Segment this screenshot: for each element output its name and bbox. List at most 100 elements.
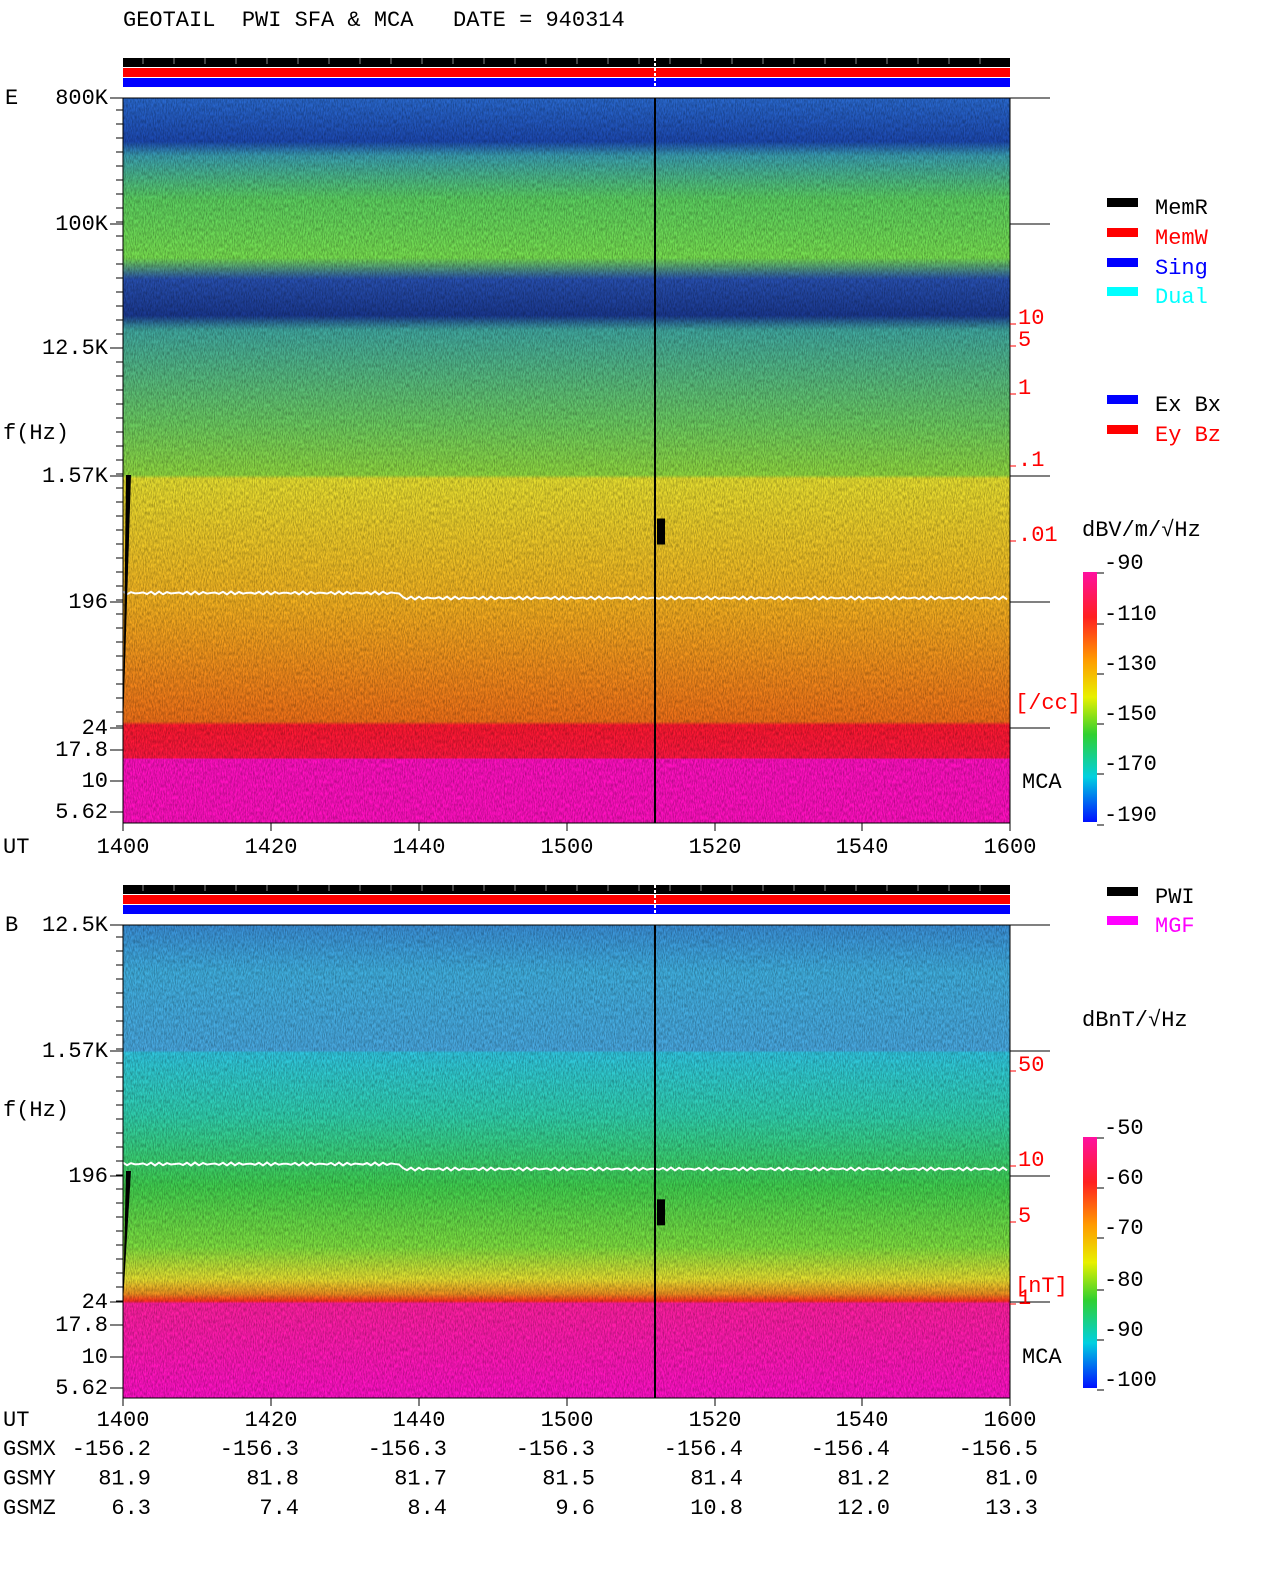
density-label: .01: [1018, 523, 1058, 548]
colorbar-tick-label: -130: [1104, 652, 1157, 677]
colorbar-tick-label: -90: [1104, 1318, 1144, 1343]
density-label: 10: [1018, 306, 1044, 331]
orbit-value: -156.3: [516, 1437, 595, 1462]
orbit-value: 10.8: [690, 1496, 743, 1521]
x-tick-label: 1540: [836, 835, 889, 860]
legend-swatch: [1107, 198, 1138, 207]
orbit-value: 81.7: [394, 1466, 447, 1491]
orbit-value: 81.2: [837, 1466, 890, 1491]
legend-label: Sing: [1155, 256, 1208, 281]
y-tick-label: 12.5K: [42, 336, 109, 361]
x-tick-label: 1400: [97, 835, 150, 860]
orbit-value: -156.4: [811, 1437, 890, 1462]
orbit-value: -156.2: [72, 1437, 151, 1462]
mode-mark: [123, 1170, 131, 1302]
orbit-ut: 1400: [97, 1408, 150, 1433]
orbit-value: 7.4: [259, 1496, 299, 1521]
legend-label: MemR: [1155, 196, 1208, 221]
y-tick-label: 10: [82, 1345, 108, 1370]
y-axis-label: f(Hz): [3, 421, 69, 446]
orbit-value: 12.0: [837, 1496, 890, 1521]
status-bar: [123, 78, 1010, 87]
legend-label: Ex Bx: [1155, 393, 1221, 418]
colorbar-tick-label: -70: [1104, 1216, 1144, 1241]
colorbar-tick-label: -90: [1104, 551, 1144, 576]
colorbar-unit: dBnT/√Hz: [1082, 1008, 1188, 1033]
colorbar-tick-label: -150: [1104, 702, 1157, 727]
legend-swatch: [1107, 916, 1138, 925]
orbit-ut: 1540: [836, 1408, 889, 1433]
orbit-ut: 1500: [541, 1408, 594, 1433]
status-bar: [123, 905, 1010, 914]
status-bar: [123, 58, 1010, 67]
y-tick-label: 5.62: [55, 1376, 108, 1401]
spectrogram-noise: [123, 925, 1010, 1398]
orbit-row-label: GSMZ: [3, 1496, 56, 1521]
orbit-value: 81.5: [542, 1466, 595, 1491]
colorbar-tick-label: -80: [1104, 1268, 1144, 1293]
title: GEOTAIL PWI SFA & MCA DATE = 940314: [123, 8, 625, 33]
x-tick-label: 1440: [393, 835, 446, 860]
panel-label: B: [5, 913, 18, 938]
y-tick-label: 24: [82, 1290, 108, 1315]
orbit-ut: 1420: [245, 1408, 298, 1433]
y-tick-label: 24: [82, 716, 108, 741]
orbit-value: -156.3: [368, 1437, 447, 1462]
status-bar: [123, 895, 1010, 904]
mode-mark: [657, 518, 665, 545]
spectrogram-noise: [123, 98, 1010, 823]
legend-swatch: [1107, 228, 1138, 237]
orbit-value: -156.3: [220, 1437, 299, 1462]
x-axis-label: UT: [3, 835, 29, 860]
density-unit: [/cc]: [1015, 691, 1081, 716]
density-label: .1: [1018, 448, 1044, 473]
legend-swatch: [1107, 395, 1138, 404]
legend-label: MemW: [1155, 226, 1209, 251]
density-label: 10: [1018, 1148, 1044, 1173]
legend-label: PWI: [1155, 885, 1195, 910]
orbit-value: 13.3: [985, 1496, 1038, 1521]
mode-mark: [123, 475, 131, 728]
y-tick-label: 12.5K: [42, 913, 109, 938]
legend-swatch: [1107, 887, 1138, 896]
y-tick-label: 17.8: [55, 738, 108, 763]
density-label: 1: [1018, 1286, 1031, 1311]
colorbar-tick-label: -190: [1104, 803, 1157, 828]
colorbar-tick-label: -110: [1104, 602, 1157, 627]
density-label: 1: [1018, 376, 1031, 401]
panel-label: E: [5, 86, 18, 111]
colorbar-tick-label: -170: [1104, 752, 1157, 777]
x-tick-label: 1500: [541, 835, 594, 860]
mode-mark: [657, 1199, 665, 1226]
orbit-value: -156.4: [664, 1437, 743, 1462]
legend-swatch: [1107, 287, 1138, 296]
x-tick-label: 1420: [245, 835, 298, 860]
colorbar: [1083, 572, 1097, 822]
colorbar: [1083, 1137, 1097, 1388]
legend-label: Ey Bz: [1155, 423, 1221, 448]
mca-label: MCA: [1022, 770, 1062, 795]
y-tick-label: 1.57K: [42, 1039, 109, 1064]
y-tick-label: 5.62: [55, 800, 108, 825]
y-axis-label: f(Hz): [3, 1098, 69, 1123]
status-bar: [123, 885, 1010, 894]
orbit-value: 8.4: [407, 1496, 447, 1521]
legend-label: Dual: [1155, 285, 1208, 310]
orbit-row-label: GSMX: [3, 1437, 56, 1462]
orbit-ut: 1520: [689, 1408, 742, 1433]
y-tick-label: 1.57K: [42, 464, 109, 489]
y-tick-label: 10: [82, 769, 108, 794]
colorbar-unit: dBV/m/√Hz: [1082, 518, 1201, 543]
orbit-value: 81.4: [690, 1466, 743, 1491]
orbit-value: 6.3: [111, 1496, 151, 1521]
orbit-value: -156.5: [959, 1437, 1038, 1462]
x-tick-label: 1600: [984, 835, 1037, 860]
legend-swatch: [1107, 258, 1138, 267]
orbit-ut-label: UT: [3, 1408, 29, 1433]
x-tick-label: 1520: [689, 835, 742, 860]
legend-swatch: [1107, 425, 1138, 434]
density-label: 5: [1018, 328, 1031, 353]
colorbar-tick-label: -60: [1104, 1166, 1144, 1191]
plasma-line: [122, 590, 1008, 601]
